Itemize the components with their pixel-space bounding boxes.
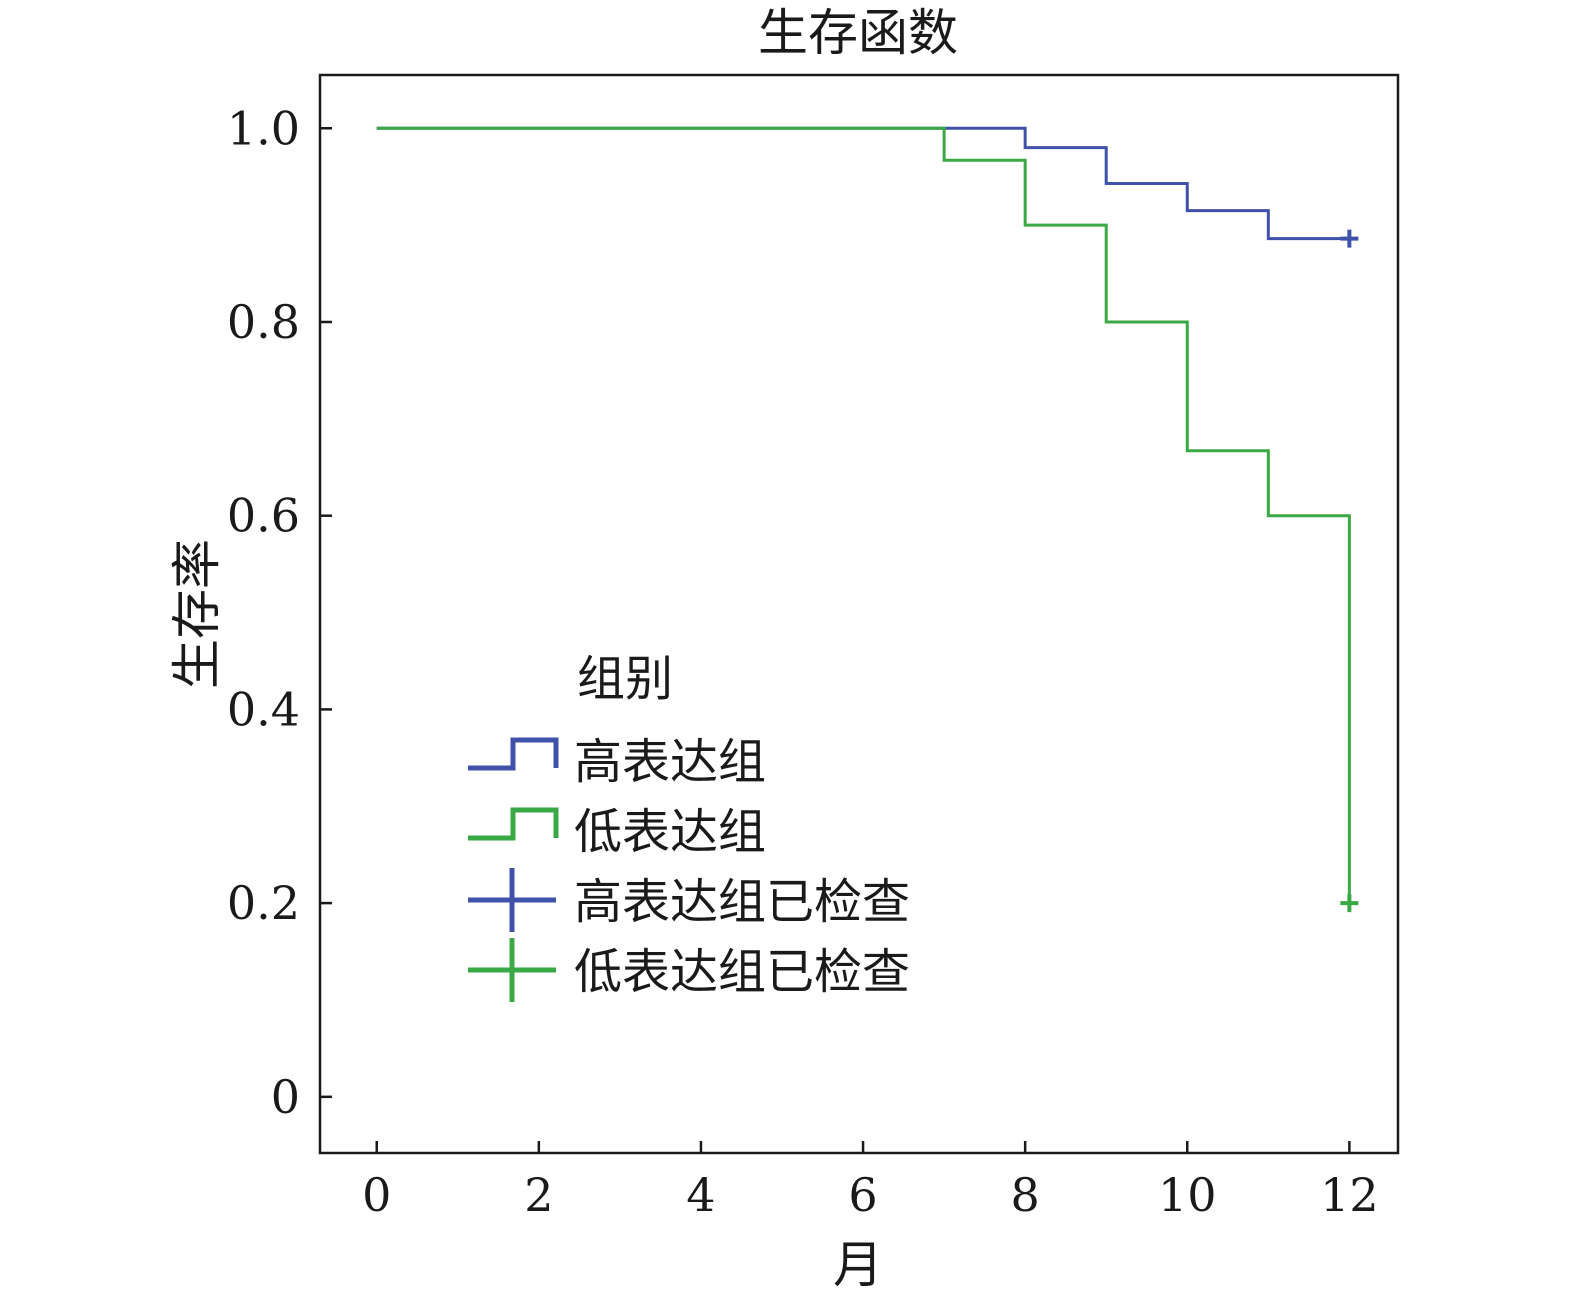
- legend-entry: 低表达组已检查: [468, 938, 910, 1002]
- y-tick-label: 0: [271, 1070, 300, 1124]
- x-tick-label: 0: [362, 1168, 391, 1222]
- legend-title: 组别: [577, 651, 673, 707]
- series-layer: [376, 126, 1359, 913]
- x-axis-label: 月: [833, 1236, 883, 1294]
- censor-mark-1: [1340, 229, 1359, 248]
- x-tick-label: 6: [848, 1168, 877, 1222]
- legend-label: 高表达组: [574, 734, 766, 790]
- y-tick-label: 0.2: [227, 876, 300, 930]
- x-tick-label: 12: [1320, 1168, 1379, 1222]
- legend-step-swatch: [468, 737, 559, 771]
- x-tick-label: 4: [686, 1168, 715, 1222]
- legend-censor-swatch: [468, 938, 556, 1002]
- y-tick-label: 0.8: [227, 295, 300, 349]
- legend-step-swatch: [468, 807, 559, 841]
- y-tick-label: 1.0: [227, 101, 300, 155]
- survival-curve-2: [376, 126, 1351, 904]
- legend-label: 低表达组: [574, 804, 766, 860]
- survival-curve-1: [376, 126, 1350, 241]
- x-tick-label: 10: [1158, 1168, 1217, 1222]
- y-tick-label: 0.4: [227, 682, 300, 736]
- plot-frame: [318, 73, 1400, 1155]
- y-axis: 0 0.2 0.4 0.6 0.8 1.0: [227, 101, 332, 1124]
- chart-title: 生存函数: [758, 4, 958, 62]
- y-tick-label: 0.6: [227, 489, 300, 543]
- legend-censor-swatch: [468, 868, 556, 932]
- legend-entry: 高表达组已检查: [468, 868, 910, 932]
- legend-label: 低表达组已检查: [574, 944, 910, 1000]
- legend-entry: 高表达组: [468, 734, 766, 790]
- legend-entry: 低表达组: [468, 804, 766, 860]
- x-tick-label: 2: [524, 1168, 553, 1222]
- y-axis-label: 生存率: [168, 539, 226, 689]
- x-axis: 0 2 4 6 8 10 12: [362, 1141, 1379, 1222]
- x-tick-label: 8: [1011, 1168, 1040, 1222]
- legend-label: 高表达组已检查: [574, 874, 910, 930]
- censor-mark-2: [1340, 894, 1359, 913]
